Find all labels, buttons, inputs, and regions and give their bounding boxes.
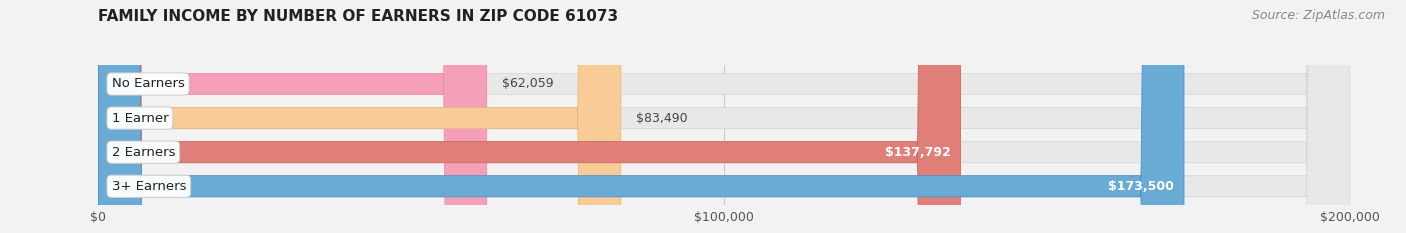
Text: 3+ Earners: 3+ Earners xyxy=(111,180,186,193)
FancyBboxPatch shape xyxy=(98,0,1350,233)
FancyBboxPatch shape xyxy=(98,0,621,233)
Text: 1 Earner: 1 Earner xyxy=(111,112,169,125)
Text: Source: ZipAtlas.com: Source: ZipAtlas.com xyxy=(1251,9,1385,22)
FancyBboxPatch shape xyxy=(98,0,1350,233)
Text: $137,792: $137,792 xyxy=(884,146,950,159)
Text: $62,059: $62,059 xyxy=(502,78,554,90)
Text: $173,500: $173,500 xyxy=(1108,180,1174,193)
Text: FAMILY INCOME BY NUMBER OF EARNERS IN ZIP CODE 61073: FAMILY INCOME BY NUMBER OF EARNERS IN ZI… xyxy=(98,9,619,24)
FancyBboxPatch shape xyxy=(98,0,960,233)
Text: No Earners: No Earners xyxy=(111,78,184,90)
FancyBboxPatch shape xyxy=(98,0,486,233)
Text: 2 Earners: 2 Earners xyxy=(111,146,176,159)
Text: $83,490: $83,490 xyxy=(636,112,688,125)
FancyBboxPatch shape xyxy=(98,0,1184,233)
FancyBboxPatch shape xyxy=(98,0,1350,233)
FancyBboxPatch shape xyxy=(98,0,1350,233)
